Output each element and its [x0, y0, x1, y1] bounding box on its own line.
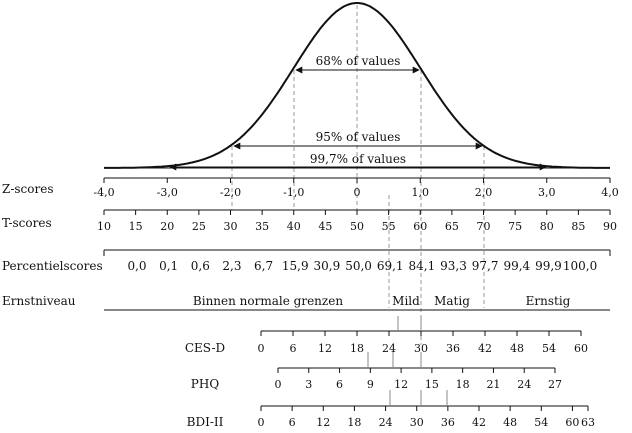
scale-tick-label: 54	[542, 342, 556, 355]
scale-tick-label: 36	[441, 416, 455, 428]
severity-mild: Mild	[392, 294, 420, 308]
percentile-value: 99,9	[535, 259, 562, 273]
scale-tick-label: 36	[446, 342, 460, 355]
t-axis-tick-label: 40	[287, 220, 301, 233]
scale-tick-label: 24	[379, 416, 393, 428]
percentile-value: 100,0	[563, 259, 597, 273]
scale-tick-label: 6	[289, 416, 296, 428]
scale-tick-label: 54	[534, 416, 548, 428]
scale-tick-label: 6	[336, 378, 343, 391]
t-axis-tick-label: 90	[603, 220, 617, 233]
percentile-value: 0,0	[127, 259, 146, 273]
scale-tick-label: 0	[258, 342, 265, 355]
scale-tick-label: 18	[456, 378, 470, 391]
percentile-value: 50,0	[345, 259, 372, 273]
scale-tick-label: 48	[510, 342, 524, 355]
label-68: 68% of values	[316, 54, 401, 68]
scale-tick-label: 60	[574, 342, 588, 355]
t-scores-label: T-scores	[2, 216, 52, 230]
percentile-label: Percentielscores	[2, 259, 103, 273]
z-axis-tick-label: -2,0	[220, 186, 241, 199]
z-axis-tick-label: -3,0	[157, 186, 178, 199]
scale-tick-label: 0	[258, 416, 265, 428]
t-axis-tick-label: 70	[477, 220, 491, 233]
scale-tick-label: 12	[316, 416, 330, 428]
t-axis-tick-label: 55	[382, 220, 396, 233]
percentile-value: 6,7	[254, 259, 273, 273]
scale-tick-label: 9	[367, 378, 374, 391]
z-axis-tick-label: 0	[354, 186, 361, 199]
severity-normal: Binnen normale grenzen	[193, 294, 343, 308]
percentile-value: 15,9	[282, 259, 309, 273]
t-axis-tick-label: 50	[350, 220, 364, 233]
scale-tick-label: 12	[394, 378, 408, 391]
t-axis-tick-label: 60	[413, 220, 427, 233]
percentile-value: 84,1	[408, 259, 435, 273]
scale-name: CES-D	[185, 341, 225, 355]
interval-arrows: 68% of values 95% of values 99,7% of val…	[169, 54, 547, 171]
z-axis-tick-label: 4,0	[601, 186, 619, 199]
percentile-value: 30,9	[314, 259, 341, 273]
severity-matig: Matig	[434, 294, 470, 308]
percentile-value: 0,1	[159, 259, 178, 273]
scale-tick-label: 42	[472, 416, 486, 428]
t-axis-tick-label: 30	[224, 220, 238, 233]
t-axis-tick-label: 45	[318, 220, 332, 233]
scale-name: BDI-II	[187, 415, 224, 428]
percentile-value: 2,3	[222, 259, 241, 273]
t-score-axis: 10 15 20 25 30 35 40 45 50 55 60 65 70 75 80 85 90	[97, 209, 617, 233]
z-axis-tick-label: 1,0	[412, 186, 430, 199]
t-axis-tick-label: 85	[571, 220, 585, 233]
scale-tick-label: 24	[382, 342, 396, 355]
percentile-value: 93,3	[440, 259, 467, 273]
label-95: 95% of values	[316, 130, 401, 144]
percentile-value: 69,1	[377, 259, 404, 273]
severity-ernstig: Ernstig	[526, 294, 571, 308]
z-score-axis: -4,0 -3,0 -2,0 -1,0 0 1,0 2,0 3,0 4,0	[93, 177, 619, 199]
scale-tick-label: 30	[410, 416, 424, 428]
scale-tick-label: 15	[425, 378, 439, 391]
scale-tick-label: 63	[581, 416, 595, 428]
z-scores-label: Z-scores	[2, 182, 54, 196]
percentile-value: 99,4	[503, 259, 530, 273]
scale-tick-label: 48	[503, 416, 517, 428]
scale-tick-label: 3	[305, 378, 312, 391]
scale-tick-label: 12	[318, 342, 332, 355]
scale-tick-label: 27	[548, 378, 562, 391]
severity-label: Ernstniveau	[2, 294, 76, 308]
z-axis-tick-label: -1,0	[283, 186, 304, 199]
scale-tick-label: 18	[350, 342, 364, 355]
z-axis-tick-label: 2,0	[475, 186, 493, 199]
t-axis-tick-label: 20	[160, 220, 174, 233]
scale-tick-label: 6	[290, 342, 297, 355]
guide-lines	[231, 5, 485, 345]
t-axis-tick-label: 15	[129, 220, 143, 233]
scale-tick-label: 21	[486, 378, 500, 391]
scale-name: PHQ	[191, 377, 220, 391]
t-axis-tick-label: 65	[445, 220, 459, 233]
bell-curve	[104, 1, 610, 169]
scale-tick-label: 42	[478, 342, 492, 355]
z-axis-tick-label: -4,0	[93, 186, 114, 199]
percentile-value: 97,7	[472, 259, 499, 273]
scale-tick-label: 0	[275, 378, 282, 391]
scale-tick-label: 30	[414, 342, 428, 355]
percentile-value: 0,6	[191, 259, 210, 273]
z-axis-tick-label: 3,0	[538, 186, 556, 199]
t-axis-tick-label: 25	[192, 220, 206, 233]
t-axis-tick-label: 35	[255, 220, 269, 233]
t-axis-tick-label: 80	[540, 220, 554, 233]
scale-tick-label: 24	[517, 378, 531, 391]
t-axis-tick-label: 10	[97, 220, 111, 233]
t-axis-tick-label: 75	[508, 220, 522, 233]
label-997: 99,7% of values	[310, 152, 406, 166]
percentile-axis: 0,0 0,1 0,6 2,3 6,7 15,9 30,9 50,0 69,1 84,1 93,3 9…	[103, 249, 611, 273]
scale-tick-label: 60	[565, 416, 579, 428]
severity-row: Binnen normale grenzen Mild Matig Ernsti…	[104, 294, 610, 311]
scale-tick-label: 18	[347, 416, 361, 428]
